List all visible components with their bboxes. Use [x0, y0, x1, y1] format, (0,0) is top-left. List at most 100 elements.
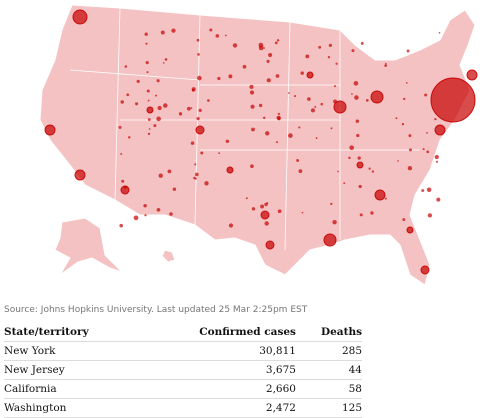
bubble — [226, 166, 234, 174]
bubble — [401, 122, 405, 126]
bubble — [258, 42, 264, 48]
bubble — [315, 137, 318, 139]
bubble — [169, 212, 173, 216]
bubble — [228, 74, 233, 79]
bubble — [384, 197, 387, 200]
bubble — [320, 102, 324, 106]
table-cell: 2,472 — [140, 398, 296, 418]
bubble — [147, 99, 150, 102]
bubble — [333, 85, 337, 88]
bubble — [172, 187, 177, 191]
bubble — [368, 167, 371, 170]
bubble — [434, 117, 437, 121]
table-row: California 2,660 58 — [4, 379, 362, 399]
bubble — [348, 156, 351, 160]
table-cell: 30,811 — [140, 341, 296, 361]
bubble — [146, 106, 154, 114]
bubble — [430, 77, 476, 123]
bubble — [228, 223, 234, 228]
bubble — [323, 233, 337, 247]
bubble — [200, 151, 204, 155]
bubble — [288, 92, 290, 94]
bubble — [360, 41, 364, 45]
table-row: Washington 2,472 125 — [4, 398, 362, 418]
bubble — [160, 30, 165, 35]
bubble — [408, 134, 412, 138]
bubble — [266, 202, 269, 205]
bubble — [277, 209, 282, 214]
bubble — [298, 126, 301, 129]
bubble — [197, 75, 202, 81]
bubble — [409, 148, 412, 152]
bubble — [242, 64, 247, 69]
bubble — [305, 54, 310, 59]
bubble — [374, 189, 386, 201]
alaska — [54, 217, 123, 276]
bubble — [121, 179, 125, 183]
bubble — [277, 112, 281, 116]
land — [39, 4, 476, 286]
bubble — [163, 103, 168, 108]
bubble — [436, 197, 441, 202]
bubble — [197, 53, 200, 56]
bubble — [277, 116, 281, 121]
bubble — [330, 202, 333, 206]
bubble — [207, 99, 210, 102]
bubble — [371, 170, 375, 173]
bubble — [147, 132, 151, 136]
bubble — [191, 88, 195, 92]
bubble — [438, 31, 441, 34]
bubble — [266, 59, 270, 63]
bubble — [421, 189, 425, 192]
bubble — [193, 176, 196, 180]
bubble — [44, 124, 56, 136]
bubble — [395, 117, 398, 120]
table-cell: 285 — [295, 341, 362, 361]
bubble — [275, 141, 278, 144]
bubble — [426, 187, 432, 193]
table-cell: New York — [4, 341, 141, 361]
bubble — [260, 204, 265, 209]
bubble — [384, 62, 387, 65]
bubble — [249, 90, 255, 95]
bubble — [276, 39, 280, 42]
bubble — [370, 90, 384, 104]
bubble — [204, 181, 209, 186]
map — [39, 4, 478, 286]
bubble — [153, 124, 157, 128]
bubble — [217, 76, 221, 81]
bubble — [422, 148, 425, 151]
contiguous-us — [39, 4, 476, 286]
bubble — [126, 93, 130, 97]
bubble — [466, 69, 478, 81]
bubble — [397, 160, 399, 162]
bubble — [403, 97, 406, 101]
bubble — [337, 170, 339, 173]
bubble — [265, 131, 270, 136]
bubble — [128, 136, 131, 139]
bubble — [300, 71, 304, 75]
bubble — [264, 221, 269, 226]
bubble — [349, 145, 355, 151]
table-cell: 2,660 — [140, 379, 296, 399]
bubble — [232, 43, 238, 48]
table-cell: 44 — [295, 360, 362, 380]
bubble — [268, 52, 273, 58]
page: Source: Johns Hopkins University. Last u… — [4, 4, 478, 418]
bubble — [186, 106, 191, 111]
bubble — [156, 207, 161, 212]
bubble — [294, 95, 297, 98]
bubble — [190, 107, 193, 109]
bubble — [306, 71, 314, 79]
bubble — [196, 117, 200, 121]
bubble — [359, 213, 363, 217]
bubble — [426, 132, 428, 134]
bubble — [402, 218, 406, 222]
bubble — [427, 213, 433, 218]
bubble — [327, 56, 331, 59]
bubble — [250, 164, 254, 169]
bubble — [195, 125, 205, 135]
bubble — [194, 163, 197, 166]
bubble — [357, 156, 361, 160]
bubble — [333, 100, 347, 114]
